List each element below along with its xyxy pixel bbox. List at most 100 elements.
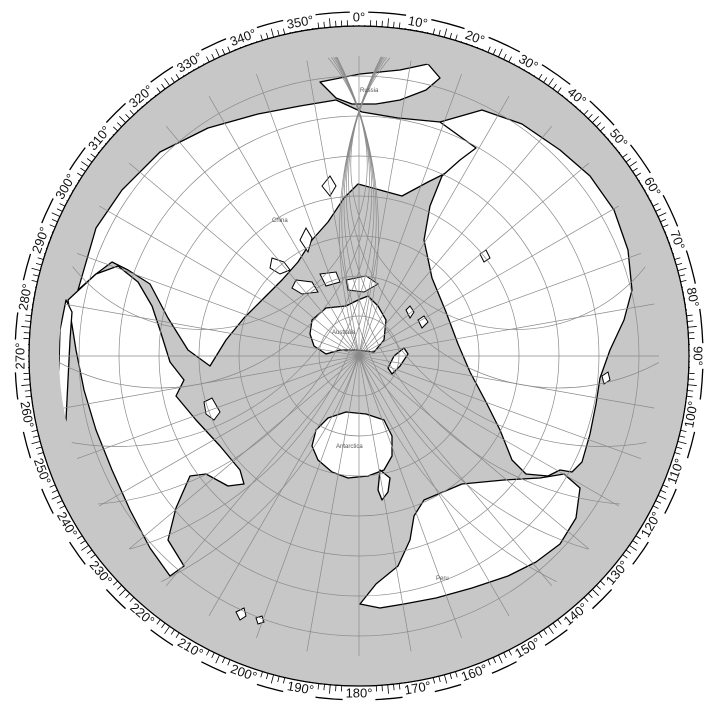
- degree-tick: [80, 540, 86, 545]
- graticule-line: [299, 56, 419, 656]
- degree-tick: [129, 109, 135, 115]
- degree-tick: [508, 649, 512, 656]
- degree-tick: [317, 22, 320, 29]
- degree-tick: [227, 659, 231, 666]
- degree-tick: [323, 21, 325, 28]
- degree-tick: [117, 584, 122, 590]
- degree-tick: [449, 32, 452, 39]
- degree-label: 20°: [463, 27, 487, 48]
- degree-tick: [117, 122, 122, 128]
- graticule-circle: [158, 155, 560, 557]
- degree-label-backing: [51, 168, 81, 205]
- degree-tick: [35, 446, 42, 449]
- degree-tick: [260, 671, 263, 678]
- degree-label: 10°: [407, 13, 429, 31]
- degree-tick: [557, 87, 562, 93]
- degree-tick: [221, 48, 226, 55]
- degree-tick: [662, 484, 669, 488]
- degree-tick: [687, 320, 694, 322]
- degree-labels: 0° 10°20°30°40°50°60°70°80°90°100°110°120…: [12, 9, 706, 701]
- degree-tick: [329, 18, 331, 28]
- degree-label-backing: [83, 120, 117, 156]
- degree-label-backing: [84, 555, 117, 591]
- land-antarctic-peninsula: [377, 469, 391, 501]
- degree-tick: [687, 326, 697, 328]
- degree-label-backing: [460, 26, 490, 50]
- degree-tick: [227, 46, 231, 53]
- degree-label-backing: [513, 49, 544, 76]
- degree-tick: [125, 593, 131, 598]
- land-south-america: [359, 473, 581, 609]
- degree-tick: [632, 167, 638, 172]
- degree-label-backing: [558, 598, 594, 631]
- graticule-circle: [278, 275, 440, 437]
- graticule-meridian: [59, 56, 373, 447]
- graticule-meridian: [59, 56, 379, 623]
- degree-label-backing: [282, 12, 318, 33]
- degree-tick: [492, 48, 497, 55]
- degree-tick: [86, 549, 93, 554]
- degree-label: 170°: [403, 678, 432, 697]
- degree-tick: [49, 224, 56, 228]
- degree-tick: [674, 452, 681, 455]
- degree-tick: [266, 32, 269, 39]
- degree-tick: [24, 390, 31, 392]
- degree-label-backing: [636, 506, 666, 543]
- degree-label: 270°: [12, 343, 27, 370]
- degree-label-backing: [665, 225, 689, 255]
- degree-label-backing: [509, 633, 546, 663]
- degree-label: 100°: [681, 400, 700, 429]
- degree-tick: [270, 674, 274, 684]
- degree-tick: [677, 267, 687, 271]
- degree-tick: [657, 212, 667, 217]
- degree-label-backing: [403, 12, 432, 33]
- degree-tick: [635, 535, 642, 540]
- graticule-circle: [78, 75, 640, 637]
- degree-tick: [125, 114, 131, 119]
- degree-tick: [508, 56, 512, 63]
- degree-tick: [587, 593, 593, 598]
- degree-label-backing: [681, 397, 702, 433]
- degree-tick: [170, 77, 175, 83]
- degree-tick: [270, 28, 274, 38]
- degree-tick: [629, 161, 637, 168]
- degree-tick: [129, 597, 135, 603]
- degree-tick: [625, 549, 632, 554]
- degree-tick: [49, 484, 56, 488]
- degree-tick: [632, 540, 638, 545]
- degree-tick: [59, 203, 66, 207]
- degree-tick: [498, 654, 503, 664]
- graticule-meridian: [350, 56, 659, 330]
- degree-tick: [547, 78, 554, 86]
- degree-tick: [487, 46, 491, 53]
- degree-tick: [432, 28, 435, 35]
- degree-tick: [679, 274, 686, 277]
- degree-tick: [31, 280, 38, 283]
- degree-label-backing: [225, 25, 262, 51]
- degree-tick: [35, 263, 42, 266]
- graticule-meridian: [59, 56, 370, 389]
- degree-tick: [260, 34, 263, 41]
- degree-tick: [206, 56, 210, 63]
- degree-tick: [25, 314, 32, 317]
- degree-tick: [398, 683, 401, 690]
- degree-tick: [161, 83, 166, 90]
- degree-tick: [283, 677, 286, 684]
- degree-tick: [206, 649, 210, 656]
- degree-tick: [538, 73, 543, 80]
- degree-tick: [587, 114, 593, 119]
- degree-tick: [438, 29, 441, 36]
- degree-label-backing: [282, 678, 318, 699]
- degree-tick: [31, 429, 38, 432]
- degree-tick: [32, 274, 39, 277]
- degree-tick: [81, 161, 89, 168]
- degree-tick: [32, 435, 39, 438]
- degree-tick: [652, 203, 659, 207]
- degree-tick: [455, 34, 458, 41]
- degree-tick: [221, 657, 226, 664]
- degree-tick: [596, 584, 601, 590]
- globe-outline: [28, 25, 690, 687]
- degree-tick: [277, 29, 280, 36]
- degree-tick: [676, 263, 683, 266]
